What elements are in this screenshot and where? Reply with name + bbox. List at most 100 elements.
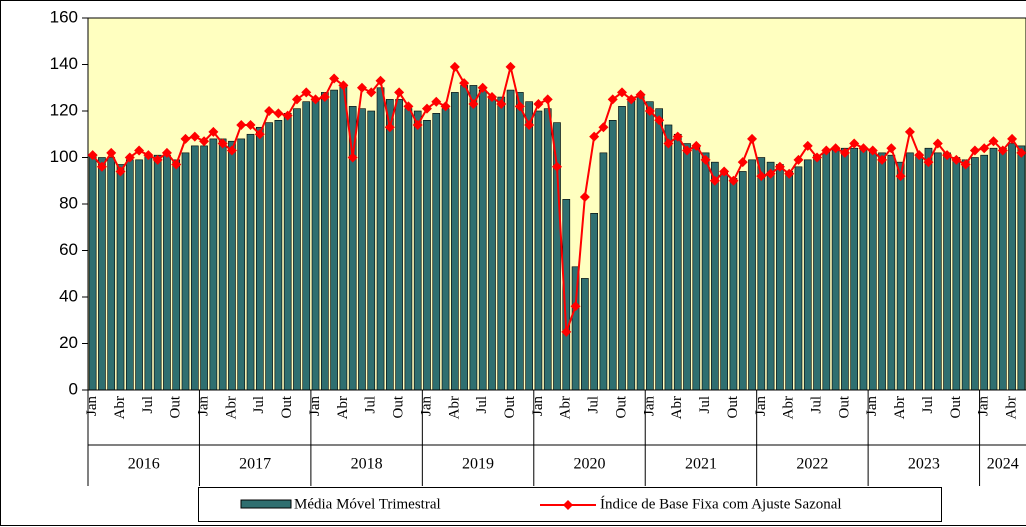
bar bbox=[516, 92, 524, 391]
marker bbox=[821, 145, 832, 156]
marker bbox=[914, 150, 925, 161]
marker bbox=[589, 131, 600, 142]
marker bbox=[663, 138, 674, 149]
marker bbox=[459, 78, 470, 89]
marker bbox=[654, 115, 665, 126]
x-tick-label: Abr bbox=[112, 396, 128, 419]
bar bbox=[701, 152, 710, 391]
bar bbox=[209, 138, 218, 391]
marker bbox=[988, 136, 999, 147]
year-label: 2024 bbox=[987, 456, 1019, 473]
bar bbox=[878, 152, 886, 391]
x-tick-label: Out bbox=[613, 395, 629, 418]
marker bbox=[895, 171, 906, 182]
marker bbox=[923, 157, 934, 168]
bar bbox=[1017, 145, 1026, 391]
x-tick-label: Jan bbox=[84, 396, 100, 416]
bar bbox=[423, 120, 431, 391]
marker bbox=[579, 192, 590, 203]
marker bbox=[617, 87, 628, 98]
bar bbox=[729, 178, 738, 391]
x-tick-label: Abr bbox=[558, 396, 574, 419]
bar bbox=[683, 143, 691, 391]
marker bbox=[682, 145, 693, 156]
marker bbox=[180, 133, 191, 144]
bar bbox=[608, 120, 617, 391]
bar bbox=[311, 99, 320, 391]
bar bbox=[636, 94, 645, 391]
marker bbox=[1016, 147, 1026, 158]
marker bbox=[226, 145, 237, 156]
bar bbox=[163, 154, 171, 391]
marker bbox=[812, 152, 823, 163]
marker bbox=[700, 154, 711, 165]
year-label: 2018 bbox=[351, 456, 383, 473]
bar bbox=[246, 133, 255, 391]
bar bbox=[320, 92, 329, 391]
marker bbox=[849, 138, 860, 149]
x-tick-label: Jul bbox=[586, 396, 602, 414]
bar bbox=[460, 85, 468, 391]
marker bbox=[486, 92, 497, 103]
bar bbox=[386, 99, 394, 391]
marker bbox=[942, 150, 953, 161]
bar bbox=[581, 278, 589, 391]
marker bbox=[524, 119, 535, 130]
marker bbox=[552, 161, 562, 172]
x-tick-label: Jul bbox=[251, 396, 267, 414]
marker bbox=[384, 122, 395, 133]
bar bbox=[255, 126, 264, 391]
marker bbox=[338, 80, 349, 91]
bar bbox=[906, 152, 914, 391]
legend: Média Móvel Trimestral Índice de Base Fix… bbox=[198, 487, 942, 522]
bar bbox=[952, 157, 961, 391]
marker bbox=[635, 89, 646, 100]
marker bbox=[301, 87, 312, 98]
bar bbox=[413, 110, 422, 391]
bar bbox=[441, 108, 450, 391]
x-tick-label: Out bbox=[836, 395, 852, 418]
x-tick-label: Out bbox=[279, 395, 295, 418]
marker bbox=[291, 94, 302, 105]
year-label: 2021 bbox=[685, 456, 717, 473]
bar bbox=[376, 87, 385, 391]
marker bbox=[867, 145, 878, 156]
bar bbox=[655, 108, 663, 391]
bar bbox=[543, 108, 552, 391]
year-label: 2016 bbox=[128, 456, 160, 473]
marker bbox=[421, 103, 432, 114]
y-tick-label: 120 bbox=[50, 100, 78, 119]
bar bbox=[358, 108, 366, 391]
marker bbox=[87, 150, 98, 161]
marker bbox=[932, 138, 943, 149]
x-tick-label: Out bbox=[391, 395, 407, 418]
bar bbox=[367, 110, 376, 391]
marker bbox=[626, 94, 637, 105]
bar bbox=[330, 89, 338, 391]
marker bbox=[189, 131, 200, 142]
bar bbox=[144, 154, 153, 391]
marker bbox=[264, 106, 275, 116]
marker bbox=[737, 157, 748, 168]
year-label: 2020 bbox=[574, 456, 606, 473]
year-label: 2019 bbox=[462, 456, 494, 473]
marker bbox=[997, 145, 1008, 156]
marker bbox=[505, 61, 516, 72]
bar bbox=[283, 113, 292, 391]
bar bbox=[989, 147, 998, 391]
marker bbox=[115, 166, 126, 177]
year-label: 2017 bbox=[239, 456, 271, 473]
marker bbox=[598, 122, 609, 133]
x-tick-label: Jul bbox=[808, 396, 824, 414]
marker bbox=[143, 150, 154, 161]
bar bbox=[190, 145, 199, 391]
legend-label: Índice de Base Fixa com Ajuste Sazonal bbox=[600, 495, 842, 512]
marker bbox=[979, 143, 990, 154]
bar bbox=[803, 159, 812, 391]
marker bbox=[904, 126, 915, 137]
bar bbox=[859, 147, 868, 391]
bar bbox=[599, 152, 608, 391]
bar bbox=[478, 89, 487, 391]
marker bbox=[282, 110, 293, 121]
